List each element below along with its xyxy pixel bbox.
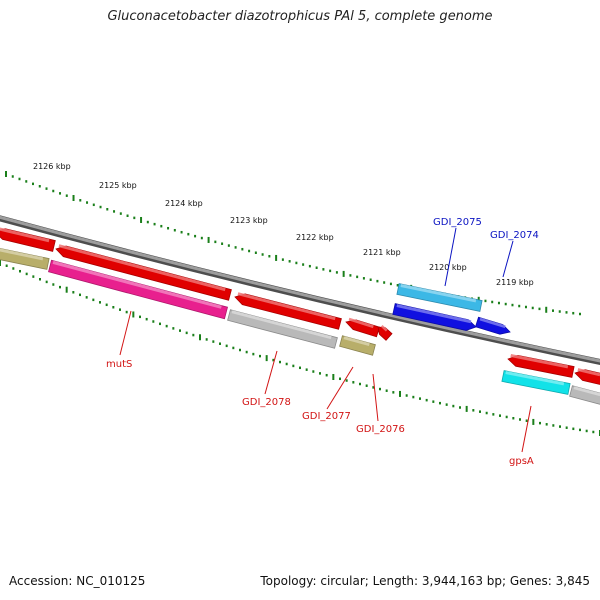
feature-gray-right-highlight: [573, 386, 600, 397]
gene-label-gdi-2078[interactable]: GDI_2078: [242, 397, 291, 408]
feature-red-right-1-highlight: [510, 354, 569, 369]
gene-features: [0, 227, 600, 405]
feature-red-small-highlight: [348, 317, 374, 329]
feature-gray-gdi-2078-highlight: [231, 310, 332, 340]
map-title: Gluconacetobacter diazotrophicus PAl 5, …: [107, 9, 493, 24]
feature-red-left-1[interactable]: [0, 227, 56, 252]
feature-red-long[interactable]: [55, 244, 232, 301]
feature-gray-right-body: [569, 385, 600, 405]
gene-label-gdi-2074[interactable]: GDI_2074: [490, 230, 539, 241]
genome-backbone: [0, 215, 600, 366]
feature-red-right-2-highlight: [577, 368, 600, 377]
topology-text: Topology: circular; Length: 3,944,163 bp…: [260, 574, 590, 588]
leader-gdi-2078: [264, 350, 278, 395]
feature-olive-gdi-2077[interactable]: [339, 335, 376, 356]
feature-gray-gdi-2078-body: [227, 309, 338, 349]
gene-labels: GDI_2075 GDI_2074 mutS GDI_2078 GDI_2077…: [106, 217, 539, 467]
gene-label-gdi-2077[interactable]: GDI_2077: [302, 411, 351, 422]
feature-olive-left[interactable]: [0, 248, 50, 270]
feature-lightblue-gdi-2075[interactable]: [396, 283, 483, 312]
scale-label-2122: 2122 kbp: [296, 233, 334, 242]
scale-label-2125: 2125 kbp: [99, 181, 137, 190]
leader-gdi-2074: [502, 240, 514, 278]
gene-label-muts[interactable]: mutS: [106, 359, 132, 370]
feature-red-tiny-highlight: [380, 325, 388, 332]
feature-lightblue-gdi-2075-highlight: [400, 284, 477, 303]
feature-magenta-muts-highlight: [52, 260, 222, 309]
gene-label-gdi-2076[interactable]: GDI_2076: [356, 424, 405, 435]
feature-magenta-muts[interactable]: [48, 259, 228, 320]
leader-gdi-2076: [372, 373, 379, 422]
scale-label-2120: 2120 kbp: [429, 263, 467, 272]
feature-red-tiny[interactable]: [377, 325, 393, 341]
feature-red-left-1-highlight: [0, 227, 50, 243]
feature-red-small[interactable]: [345, 317, 381, 338]
leader-muts: [119, 310, 132, 356]
feature-gray-gdi-2078[interactable]: [227, 309, 338, 349]
feature-magenta-muts-body: [48, 259, 228, 320]
gene-label-gpsa[interactable]: gpsA: [509, 456, 534, 467]
feature-blue-gdi-2075-highlight: [396, 304, 472, 324]
scale-ticks-inner: [0, 260, 600, 436]
scale-label-2119: 2119 kbp: [496, 278, 534, 287]
leader-gpsa: [521, 405, 532, 453]
accession-text: Accession: NC_010125: [9, 574, 146, 588]
scale-label-2123: 2123 kbp: [230, 216, 268, 225]
backbone-highlight: [0, 215, 600, 363]
feature-cyan-gpsa-highlight: [505, 371, 565, 386]
feature-red-long-highlight: [58, 244, 226, 292]
feature-red-right-1[interactable]: [507, 354, 575, 378]
gene-label-gdi-2075[interactable]: GDI_2075: [433, 217, 482, 228]
leader-gdi-2077: [326, 366, 354, 410]
feature-blue-gdi-2074-highlight: [479, 317, 506, 329]
feature-gray-right[interactable]: [569, 385, 600, 406]
feature-blue-gdi-2075[interactable]: [392, 303, 477, 331]
feature-red-right-2[interactable]: [574, 368, 600, 385]
feature-olive-gdi-2077-highlight: [343, 336, 370, 346]
feature-olive-left-highlight: [0, 248, 44, 261]
scale-label-2121: 2121 kbp: [363, 248, 401, 257]
scale-label-2124: 2124 kbp: [165, 199, 203, 208]
feature-red-mid[interactable]: [234, 292, 342, 330]
feature-cyan-gpsa[interactable]: [501, 370, 571, 395]
feature-olive-gdi-2077-body: [339, 335, 376, 356]
feature-red-mid-highlight: [237, 292, 336, 321]
label-leader-lines: [119, 227, 532, 453]
leader-gdi-2075: [444, 227, 457, 287]
feature-blue-gdi-2074[interactable]: [474, 316, 511, 335]
scale-labels: 2126 kbp 2125 kbp 2124 kbp 2123 kbp 2122…: [33, 162, 534, 287]
scale-label-2126: 2126 kbp: [33, 162, 71, 171]
